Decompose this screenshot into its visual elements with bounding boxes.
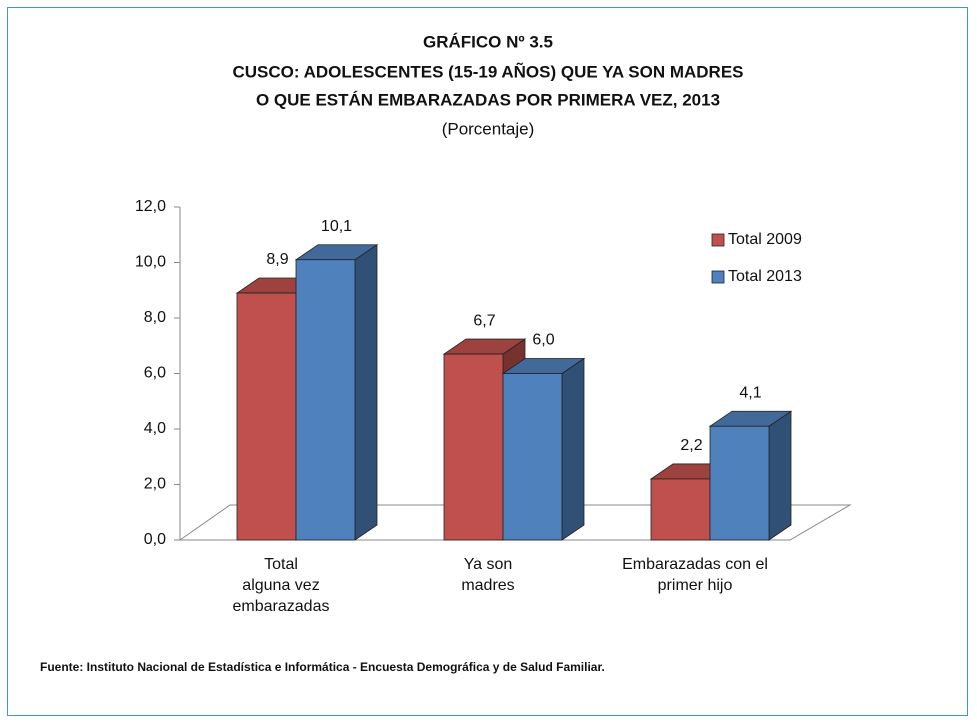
y-tick-label: 10,0 xyxy=(135,254,166,271)
legend-label: Total 2009 xyxy=(728,231,802,248)
y-tick-label: 8,0 xyxy=(144,309,166,326)
legend-swatch xyxy=(711,233,725,247)
chart-title: GRÁFICO Nº 3.5 xyxy=(423,32,553,51)
y-tick-label: 2,0 xyxy=(144,476,166,493)
data-label: 8,9 xyxy=(266,251,288,268)
chart-subtitle: (Porcentaje) xyxy=(442,119,535,138)
bar-front xyxy=(443,353,504,541)
bar-front xyxy=(650,478,711,541)
bar-side xyxy=(768,410,792,541)
data-label: 6,7 xyxy=(473,312,495,329)
y-tick-label: 4,0 xyxy=(144,420,166,437)
bar xyxy=(708,410,793,541)
x-tick-label: Embarazadas con el primer hijo xyxy=(622,556,768,594)
bar-front xyxy=(709,425,770,541)
bar xyxy=(501,357,586,541)
bar-front xyxy=(236,292,297,541)
data-label: 10,1 xyxy=(321,218,352,235)
bar-front xyxy=(295,259,356,541)
bar xyxy=(294,243,379,541)
chart-title-line: O QUE ESTÁN EMBARAZADAS POR PRIMERA VEZ,… xyxy=(256,90,720,109)
frame xyxy=(7,7,968,716)
legend-label: Total 2013 xyxy=(728,268,802,285)
y-tick-label: 6,0 xyxy=(144,365,166,382)
chart-title-line: CUSCO: ADOLESCENTES (15-19 AÑOS) QUE YA … xyxy=(232,61,743,81)
bar-side xyxy=(561,357,585,541)
source-note: Fuente: Instituto Nacional de Estadístic… xyxy=(40,660,605,674)
bar-front xyxy=(502,373,563,541)
y-tick-label: 0,0 xyxy=(144,531,166,548)
x-tick-label: Total alguna vez embarazadas xyxy=(232,556,330,615)
x-tick-label: Ya son madres xyxy=(461,556,515,594)
data-label: 6,0 xyxy=(532,332,554,349)
legend-swatch xyxy=(711,270,725,284)
data-label: 4,1 xyxy=(739,384,761,401)
y-tick-label: 12,0 xyxy=(135,198,166,215)
data-label: 2,2 xyxy=(680,437,702,454)
bar-side xyxy=(354,243,378,541)
